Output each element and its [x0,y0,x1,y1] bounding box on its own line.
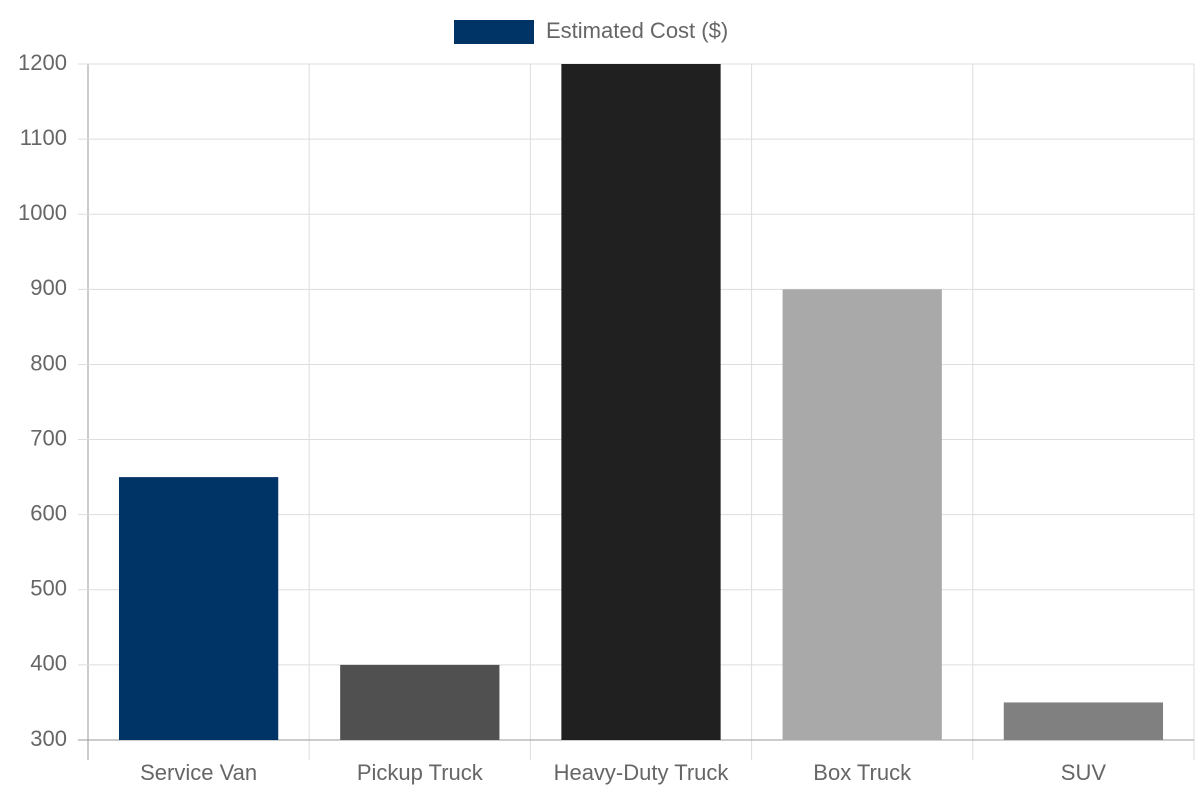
y-tick-label: 1200 [18,50,67,75]
bar [118,477,279,740]
legend-label: Estimated Cost ($) [546,18,728,43]
x-tick-label: Pickup Truck [357,760,484,785]
bar [782,289,942,740]
bar [340,664,500,740]
x-tick-label: Heavy-Duty Truck [554,760,730,785]
y-tick-label: 700 [30,425,67,450]
y-tick-label: 1000 [18,200,67,225]
legend-swatch [454,20,534,44]
x-tick-label: Service Van [140,760,257,785]
y-tick-label: 800 [30,350,67,375]
y-tick-label: 600 [30,500,67,525]
y-tick-label: 300 [30,726,67,751]
bar [561,64,721,740]
y-tick-label: 400 [30,651,67,676]
x-tick-label: SUV [1061,760,1107,785]
y-tick-label: 900 [30,275,67,300]
bar [1003,702,1164,740]
y-tick-label: 500 [30,576,67,601]
x-tick-label: Box Truck [813,760,912,785]
y-tick-label: 1100 [20,125,67,150]
